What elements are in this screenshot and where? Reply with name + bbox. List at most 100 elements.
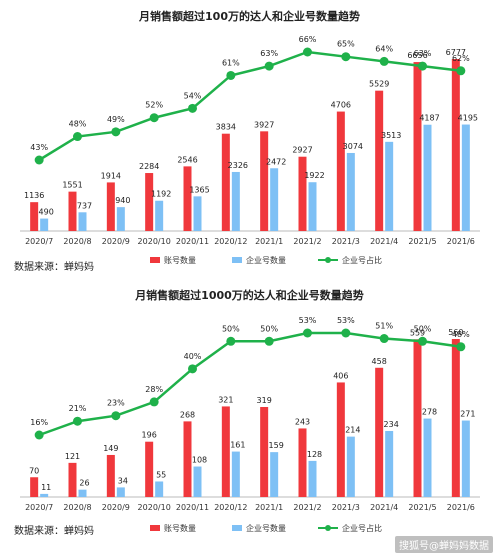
bar-label-account: 268	[180, 410, 195, 419]
line-enterprise-ratio	[38, 50, 461, 162]
bar-enterprise	[385, 141, 394, 231]
bar-label-enterprise: 3513	[381, 131, 401, 140]
line-point	[188, 364, 197, 374]
bar-enterprise	[385, 430, 394, 497]
bar-label-account: 149	[103, 444, 118, 453]
bar-label-account: 70	[29, 466, 39, 475]
x-tick-label: 2021/2	[293, 237, 321, 246]
bar-label-account: 6777	[446, 48, 466, 57]
line-label: 21%	[69, 404, 87, 413]
bar-label-enterprise: 159	[269, 441, 284, 450]
bar-account	[336, 382, 345, 497]
bar-enterprise	[116, 207, 125, 231]
bar-enterprise	[270, 168, 279, 231]
bar-label-account: 121	[65, 452, 80, 461]
line-label: 50%	[222, 324, 240, 333]
bar-account	[298, 156, 307, 231]
x-tick-label: 2021/2	[293, 503, 321, 512]
bar-account	[145, 173, 154, 231]
bar-enterprise	[193, 196, 202, 231]
bar-account	[221, 406, 230, 497]
x-tick-label: 2021/3	[332, 237, 360, 246]
bar-label-enterprise: 278	[422, 408, 437, 417]
legend-swatch-account	[150, 525, 160, 531]
line-label: 50%	[414, 324, 432, 333]
bar-enterprise	[308, 460, 317, 497]
bar-label-account: 3927	[254, 120, 274, 129]
bar-label-account: 3834	[216, 123, 236, 132]
line-label: 48%	[452, 330, 470, 339]
line-point	[303, 328, 312, 338]
legend-swatch-enterprise	[232, 257, 242, 263]
chart-panel-bottom: 月销售额超过1000万的达人和企业号数量趋势 70 11 2020/7 121 26 20…	[0, 279, 499, 559]
line-point	[456, 342, 466, 352]
line-point	[149, 397, 159, 407]
bar-account	[221, 133, 230, 231]
bar-enterprise	[116, 487, 125, 497]
line-label: 62%	[452, 54, 470, 63]
bar-account	[298, 428, 307, 497]
bar-account	[68, 462, 77, 497]
x-tick-label: 2021/1	[255, 237, 283, 246]
line-point	[149, 113, 159, 123]
bar-enterprise	[78, 212, 87, 231]
bar-enterprise	[155, 481, 164, 497]
bar-account	[260, 406, 269, 497]
watermark: 搜狐号@蝉妈妈数据	[395, 536, 493, 553]
x-tick-label: 2020/12	[214, 237, 247, 246]
line-label: 54%	[184, 91, 202, 100]
bar-label-enterprise: 26	[79, 479, 89, 488]
line-point	[264, 61, 274, 71]
bar-label-account: 1914	[101, 171, 121, 180]
legend-label-enterprise: 企业号数量	[246, 523, 286, 533]
bar-label-enterprise: 108	[192, 456, 207, 465]
legend-swatch-account	[150, 257, 160, 263]
x-tick-label: 2020/9	[102, 503, 130, 512]
bar-enterprise	[346, 152, 355, 231]
bar-account	[375, 367, 384, 497]
bar-enterprise	[231, 171, 240, 231]
bar-label-account: 2284	[139, 162, 159, 171]
line-point	[341, 52, 351, 62]
bar-account	[375, 90, 384, 231]
bar-enterprise	[40, 493, 49, 497]
line-point	[226, 70, 236, 80]
line-point	[34, 155, 44, 165]
bar-account	[413, 62, 422, 231]
bar-label-enterprise: 271	[460, 410, 475, 419]
bar-enterprise	[423, 418, 432, 497]
bar-enterprise	[231, 451, 240, 497]
bar-label-enterprise: 234	[384, 420, 399, 429]
line-label: 53%	[337, 316, 355, 325]
x-tick-label: 2021/3	[332, 503, 360, 512]
line-point	[341, 328, 351, 338]
x-tick-label: 2021/6	[447, 503, 475, 512]
line-label: 64%	[375, 44, 393, 53]
line-point	[456, 66, 466, 76]
bar-label-enterprise: 1922	[304, 171, 324, 180]
line-enterprise-ratio	[38, 331, 462, 437]
bar-account	[30, 202, 39, 231]
line-label: 43%	[30, 143, 48, 152]
bar-label-enterprise: 490	[39, 208, 54, 217]
chart-panel-top: 月销售额超过100万的达人和企业号数量趋势 1136 490 2020/7 1551 7…	[0, 0, 499, 279]
line-point	[303, 47, 312, 57]
x-tick-label: 2021/5	[408, 503, 436, 512]
line-label: 63%	[260, 49, 278, 58]
legend-label-ratio: 企业号占比	[342, 255, 382, 265]
bar-label-account: 4706	[331, 101, 351, 110]
line-label: 40%	[184, 352, 202, 361]
x-tick-label: 2020/7	[25, 503, 53, 512]
line-point	[418, 336, 427, 346]
legend-swatch-ratio-dot	[325, 257, 331, 263]
bar-account	[413, 339, 422, 497]
bar-account	[336, 111, 345, 231]
bar-label-enterprise: 214	[345, 426, 360, 435]
data-source: 数据来源：蝉妈妈	[14, 262, 94, 273]
bar-account	[106, 182, 115, 231]
line-label: 16%	[30, 418, 48, 427]
bar-label-enterprise: 737	[77, 201, 92, 210]
line-label: 49%	[107, 115, 125, 124]
bar-enterprise	[193, 466, 202, 497]
bar-label-account: 5529	[369, 80, 389, 89]
